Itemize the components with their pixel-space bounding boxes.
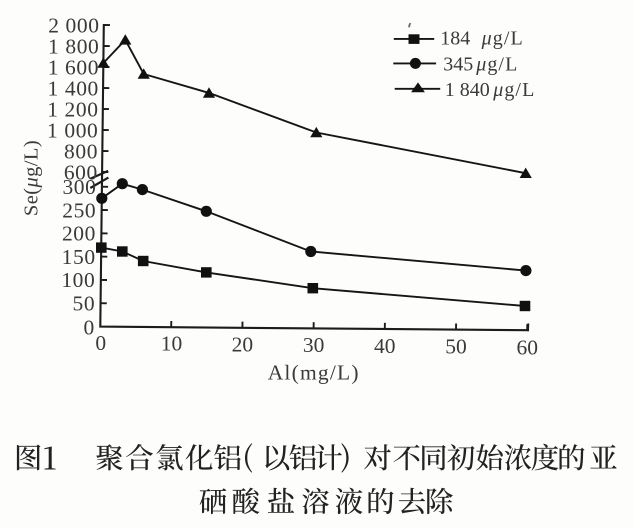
- svg-text:184: 184: [440, 27, 470, 49]
- svg-text:30: 30: [303, 333, 325, 357]
- svg-text:1 200: 1 200: [47, 97, 98, 121]
- svg-text:μg/L: μg/L: [475, 53, 518, 75]
- svg-text:200: 200: [62, 222, 96, 246]
- svg-text:100: 100: [61, 268, 95, 292]
- svg-text:1 000: 1 000: [47, 118, 98, 142]
- svg-text:250: 250: [62, 198, 96, 222]
- svg-text:1 800: 1 800: [48, 34, 99, 58]
- svg-text:1 840: 1 840: [445, 79, 490, 101]
- svg-text:Al(mg/L): Al(mg/L): [268, 360, 360, 384]
- svg-text:150: 150: [62, 245, 96, 269]
- svg-text:0: 0: [84, 316, 95, 340]
- svg-text:50: 50: [72, 292, 95, 316]
- svg-text:1 400: 1 400: [48, 76, 99, 100]
- svg-text:60: 60: [516, 335, 538, 359]
- svg-text:300: 300: [62, 175, 96, 199]
- svg-text:50: 50: [445, 335, 467, 359]
- svg-text:345: 345: [443, 53, 473, 75]
- svg-text:μg/L: μg/L: [492, 79, 535, 101]
- svg-text:600: 600: [64, 160, 98, 184]
- svg-text:Se(μg/L): Se(μg/L): [21, 140, 43, 216]
- svg-text:μg/L: μg/L: [481, 27, 524, 49]
- svg-text:1 600: 1 600: [48, 55, 99, 79]
- svg-text:20: 20: [232, 332, 254, 356]
- svg-text:40: 40: [374, 334, 396, 358]
- svg-text:800: 800: [64, 139, 98, 163]
- svg-text:2 000: 2 000: [48, 13, 99, 37]
- svg-text:0: 0: [95, 331, 106, 355]
- svg-text:10: 10: [161, 332, 183, 356]
